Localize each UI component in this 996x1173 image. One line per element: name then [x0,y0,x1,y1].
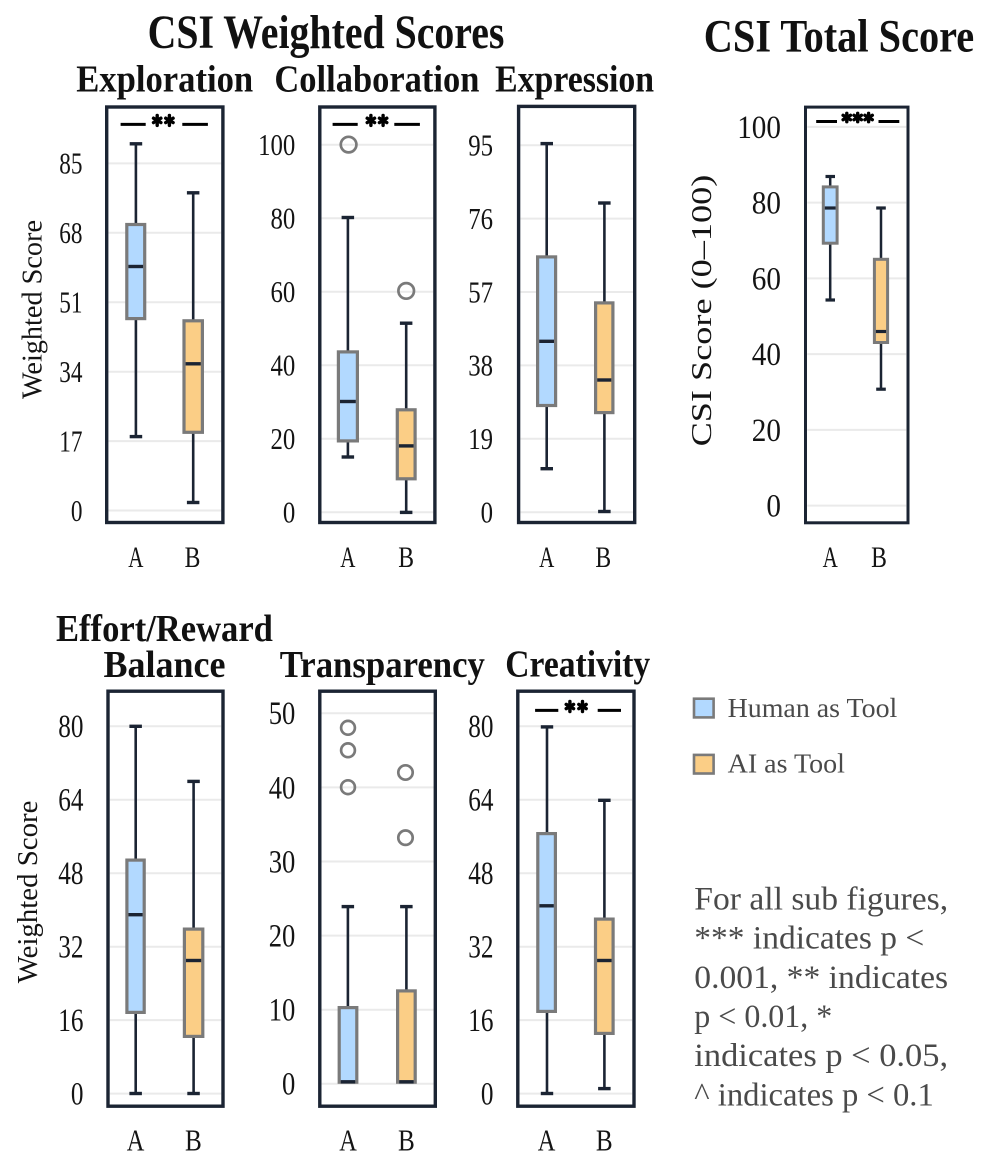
svg-text:30: 30 [269,844,296,880]
svg-text:51: 51 [59,285,82,320]
svg-text:A: A [127,1122,145,1157]
svg-text:AI as Tool: AI as Tool [728,749,845,779]
svg-text:34: 34 [59,354,83,389]
svg-text:40: 40 [271,348,296,383]
svg-text:B: B [595,541,611,574]
svg-text:Effort/Reward: Effort/Reward [56,608,273,650]
svg-text:A: A [823,541,838,574]
svg-text:Creativity: Creativity [505,644,650,686]
svg-text:40: 40 [752,337,781,373]
svg-text:64: 64 [468,783,493,819]
svg-text:A: A [340,541,355,574]
svg-text:48: 48 [58,856,83,892]
svg-text:80: 80 [271,201,296,236]
svg-text:80: 80 [752,186,781,222]
svg-text:B: B [398,1122,415,1157]
svg-text:60: 60 [271,274,296,309]
svg-text:*** indicates p <: *** indicates p < [694,921,924,957]
svg-text:38: 38 [468,348,493,383]
svg-text:85: 85 [59,146,82,181]
svg-text:Weighted Score: Weighted Score [13,801,44,984]
svg-text:CSI Weighted Scores: CSI Weighted Scores [148,6,505,59]
svg-text:50: 50 [269,696,296,732]
svg-text:100: 100 [258,127,295,162]
svg-text:CSI Score (0–100): CSI Score (0–100) [687,175,718,447]
svg-text:B: B [596,1122,613,1157]
svg-text:p < 0.01, *: p < 0.01, * [694,999,832,1035]
svg-text:0: 0 [481,495,493,530]
svg-text:Expression: Expression [495,59,654,101]
svg-text:0: 0 [283,495,295,530]
svg-text:95: 95 [468,128,493,163]
svg-text:32: 32 [468,930,493,966]
svg-text:0.001, ** indicates: 0.001, ** indicates [694,960,948,996]
svg-text:60: 60 [752,261,781,297]
svg-text:19: 19 [468,421,493,456]
svg-text:48: 48 [468,856,493,892]
svg-text:20: 20 [271,421,296,456]
svg-text:B: B [398,541,414,574]
svg-text:68: 68 [59,215,82,250]
svg-text:A: A [538,1122,556,1157]
svg-text:Collaboration: Collaboration [274,59,479,101]
svg-text:B: B [185,541,201,574]
svg-text:64: 64 [58,783,83,819]
svg-text:B: B [185,1122,202,1157]
svg-text:57: 57 [468,274,493,309]
svg-text:76: 76 [468,201,493,236]
svg-text:20: 20 [752,413,781,449]
svg-text:100: 100 [737,110,781,146]
svg-text:Exploration: Exploration [76,59,253,101]
svg-text:A: A [128,541,143,574]
svg-text:0: 0 [481,1077,494,1113]
svg-text:For all sub figures,: For all sub figures, [694,882,948,918]
svg-text:Transparency: Transparency [280,644,485,686]
svg-text:B: B [871,541,887,574]
svg-text:0: 0 [766,489,781,525]
svg-text:20: 20 [269,919,296,955]
svg-text:40: 40 [269,770,296,806]
svg-text:17: 17 [59,423,82,458]
svg-text:indicates p < 0.05,: indicates p < 0.05, [694,1038,948,1074]
svg-text:A: A [339,1122,357,1157]
svg-text:32: 32 [58,930,83,966]
svg-text:10: 10 [269,993,296,1029]
svg-text:CSI Total Score: CSI Total Score [704,11,974,63]
svg-text:80: 80 [58,709,83,745]
svg-text:A: A [539,541,554,574]
svg-text:Balance: Balance [104,644,226,686]
svg-text:0: 0 [71,493,83,528]
svg-text:Human as Tool: Human as Tool [728,693,898,723]
svg-text:0: 0 [282,1067,295,1103]
svg-text:16: 16 [468,1003,493,1039]
svg-text:0: 0 [71,1077,84,1113]
svg-text:Weighted Score: Weighted Score [17,220,48,399]
svg-text:^ indicates p < 0.1: ^ indicates p < 0.1 [694,1077,934,1113]
svg-text:16: 16 [58,1003,83,1039]
svg-text:80: 80 [468,709,493,745]
